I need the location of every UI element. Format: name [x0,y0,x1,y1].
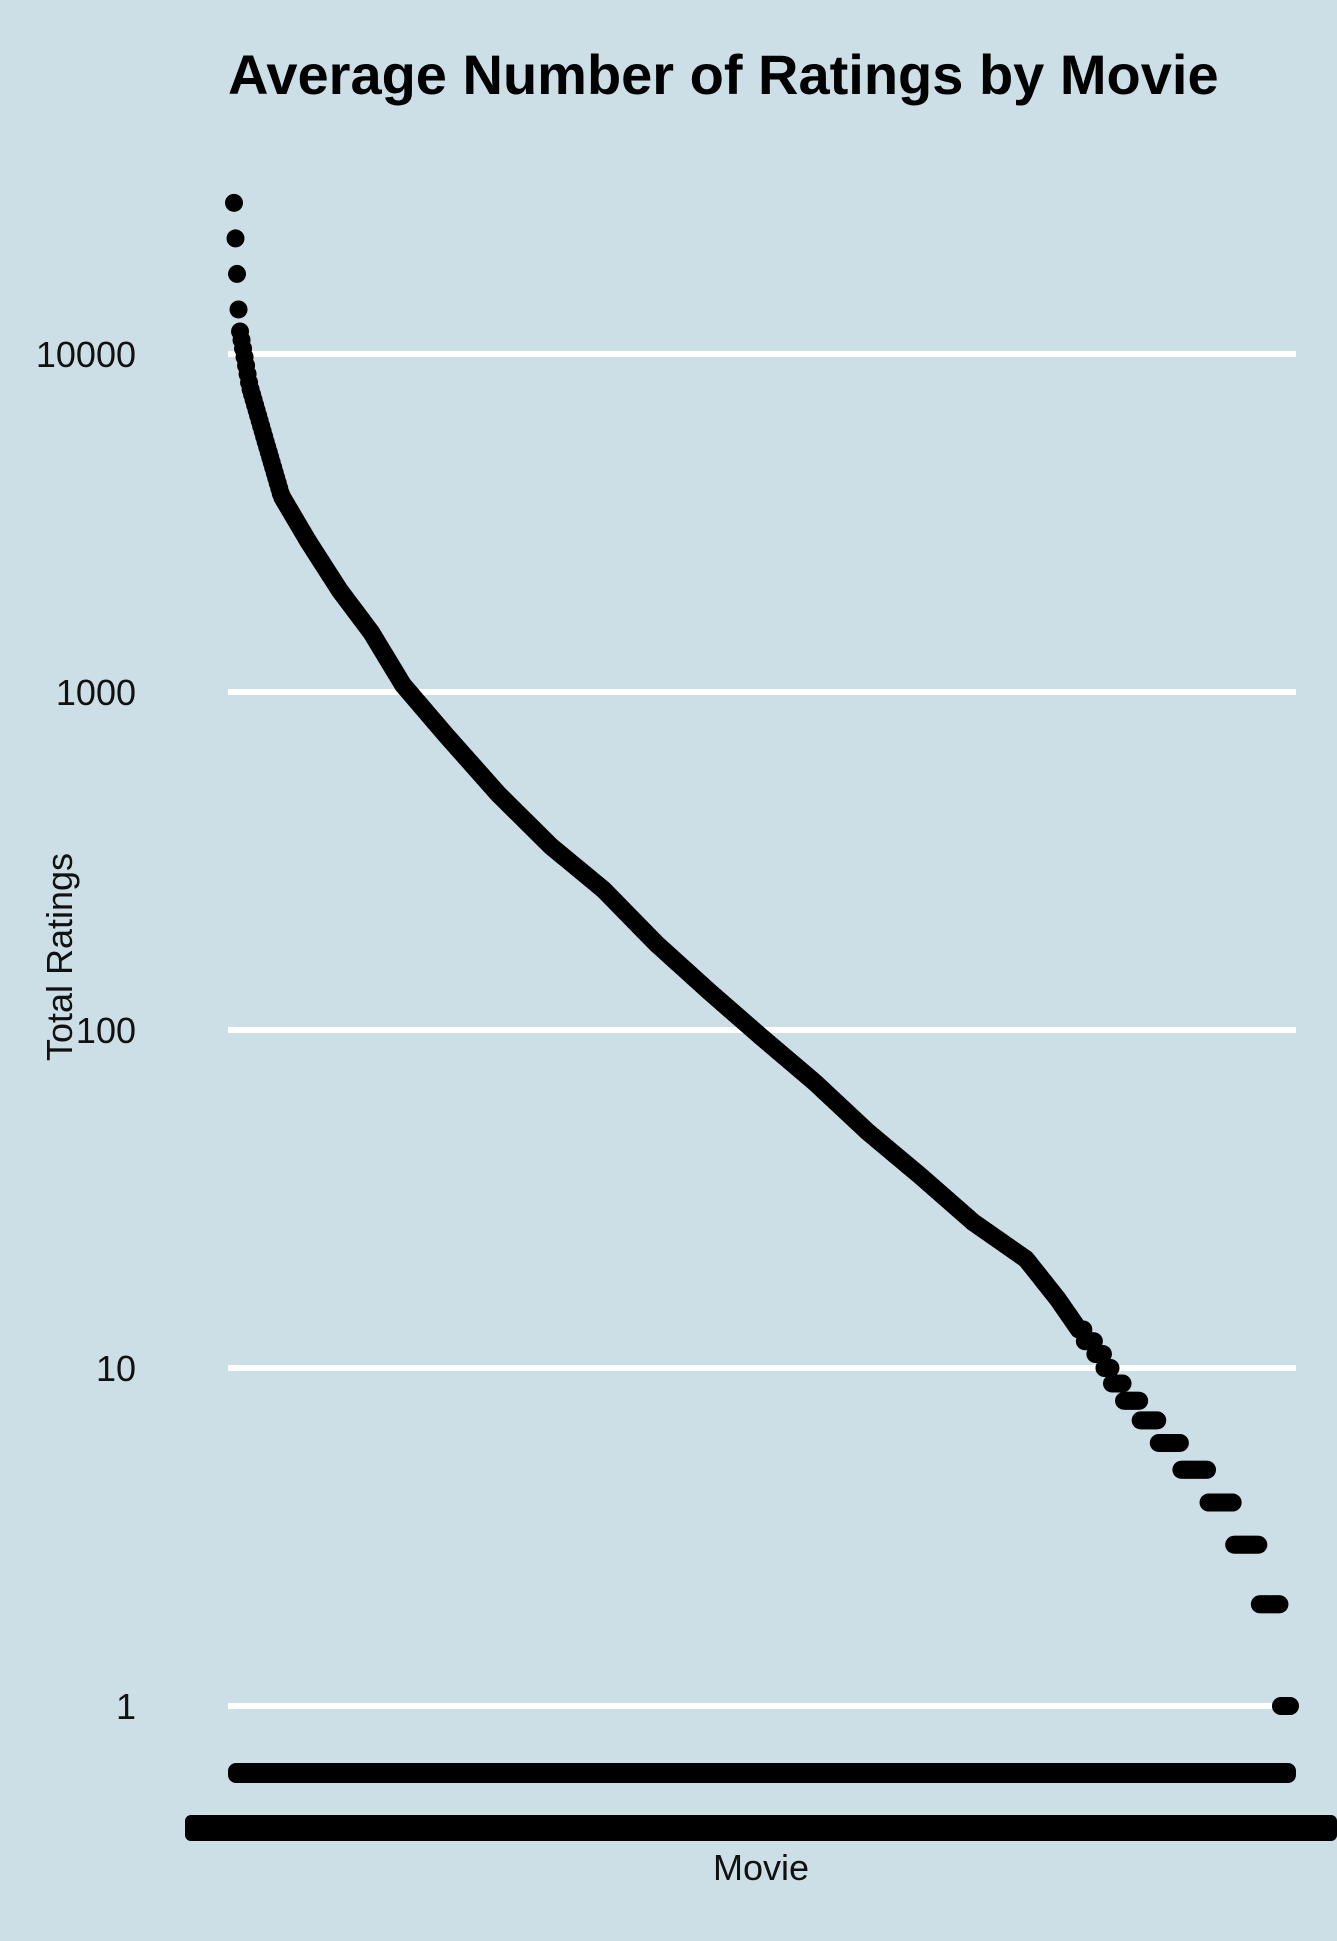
data-point [1170,1433,1189,1452]
data-point [1270,1595,1289,1614]
data-point [225,193,243,212]
data-point [1093,1345,1112,1364]
data-point [228,264,247,283]
y-tick-label-10: 10 [96,1348,136,1389]
y-tick-label-100: 100 [76,1010,136,1051]
y-tick-label-1000: 1000 [56,672,136,713]
zero-rating-band [228,1763,1296,1783]
x-axis-rug [185,1763,1337,1841]
data-point [1198,1460,1217,1479]
data-points [225,193,1299,1715]
data-point [1130,1391,1149,1410]
x-tick-labels-overplotted [185,1815,1337,1841]
data-point [1101,1359,1120,1377]
data-point [229,300,248,319]
data-point [226,229,245,248]
data-point [1223,1493,1242,1512]
chart-title: Average Number of Ratings by Movie [228,43,1219,106]
data-point [1113,1374,1132,1393]
y-tick-label-1: 1 [116,1686,136,1727]
y-tick-labels: 1 10 100 1000 10000 [36,334,136,1727]
x-axis-title: Movie [713,1847,809,1888]
data-point [1148,1411,1167,1430]
data-point [1281,1697,1299,1715]
data-point [1249,1535,1268,1554]
y-axis-title: Total Ratings [39,853,80,1061]
y-tick-label-10000: 10000 [36,334,136,375]
